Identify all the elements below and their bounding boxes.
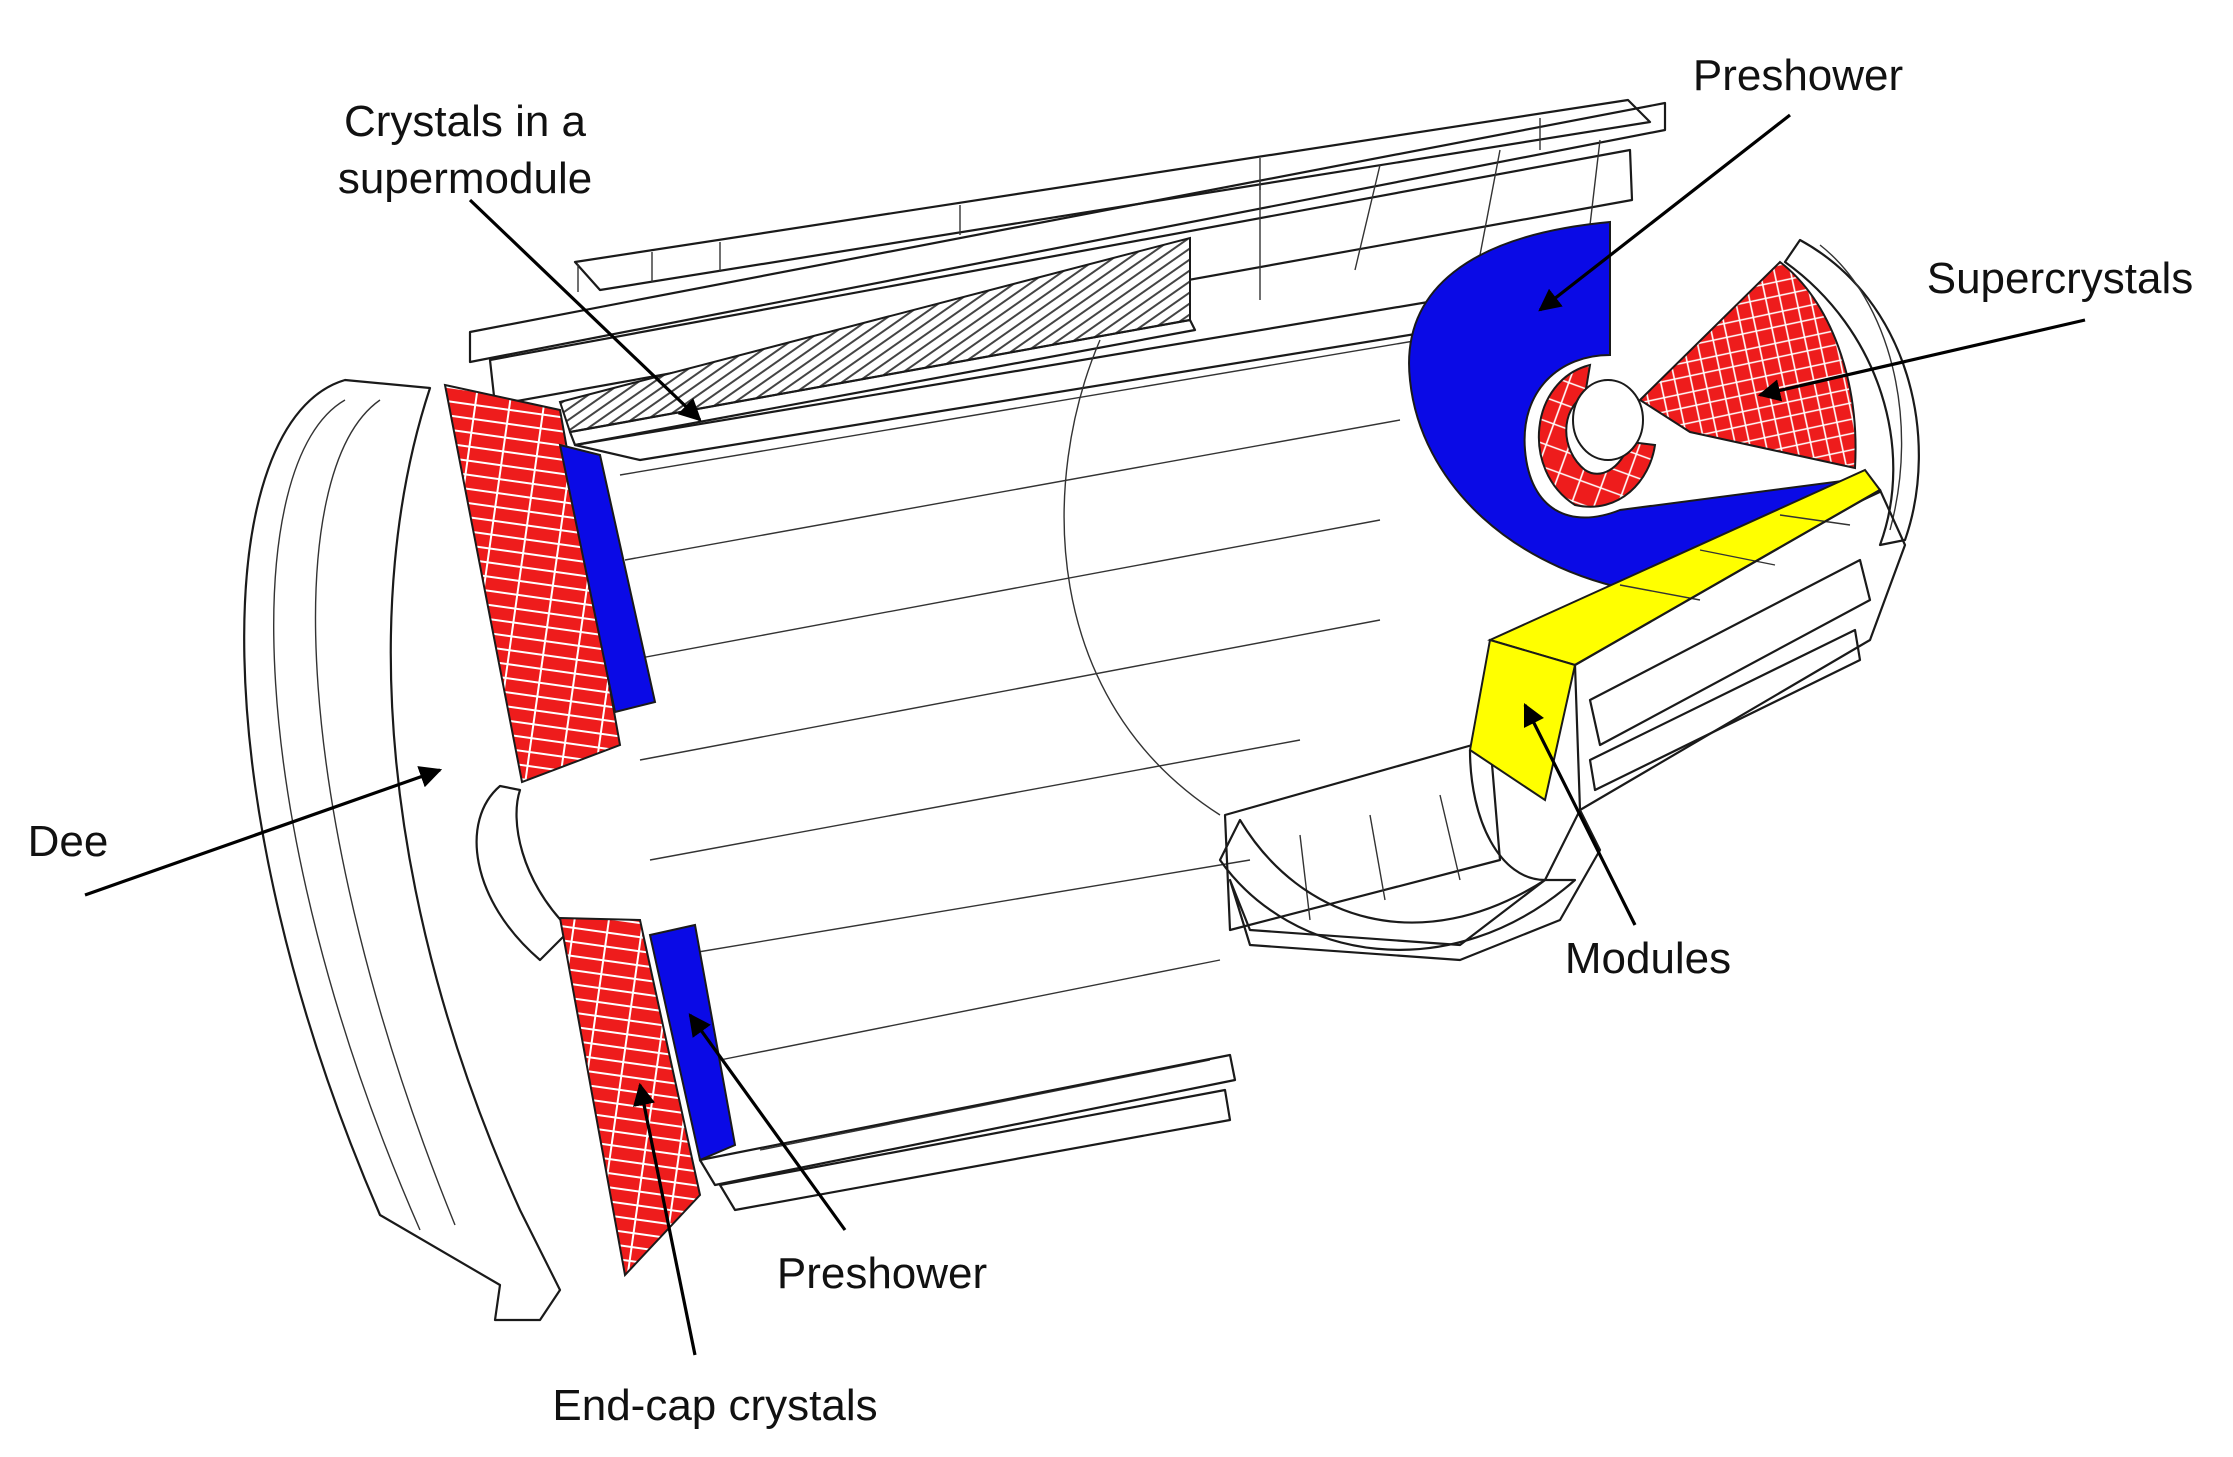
preshower-left-top	[558, 443, 657, 714]
labels: Crystals in a supermodule Preshower Supe…	[28, 51, 2194, 1430]
endcap-crystals-bottom	[558, 916, 702, 1278]
preshower-left-bottom	[648, 923, 737, 1162]
label-endcap-crystals: End-cap crystals	[552, 1381, 877, 1430]
supercrystals-wedge	[1537, 260, 1857, 508]
arrow-modules	[1523, 702, 1637, 926]
arrow-crystals-supermodule	[468, 198, 702, 422]
label-dee: Dee	[28, 817, 109, 866]
arrow-preshower-top	[1538, 113, 1791, 312]
label-supercrystals: Supercrystals	[1927, 254, 2194, 303]
right-end-frame	[1783, 238, 1920, 547]
label-modules: Modules	[1565, 934, 1731, 983]
label-crystals-supermodule-line1: Crystals in a	[344, 97, 587, 146]
preshower-right-disc	[1408, 220, 1882, 597]
annotation-arrows	[84, 113, 2086, 1356]
label-preshower-bottom: Preshower	[777, 1249, 987, 1298]
label-crystals-supermodule-line2: supermodule	[338, 154, 592, 203]
supermodule-crystals	[558, 236, 1197, 447]
endcap-crystals-top	[443, 383, 622, 784]
arrow-dee	[84, 766, 443, 897]
dee-structure	[243, 378, 572, 1322]
arrow-endcap-crystals	[633, 1082, 697, 1356]
barrel-side-structure	[1218, 488, 1907, 962]
barrel-top-shell	[468, 98, 1667, 407]
arrow-supercrystals	[1757, 318, 2086, 402]
label-preshower-top: Preshower	[1693, 51, 1903, 100]
arrow-preshower-bottom	[688, 1013, 847, 1231]
